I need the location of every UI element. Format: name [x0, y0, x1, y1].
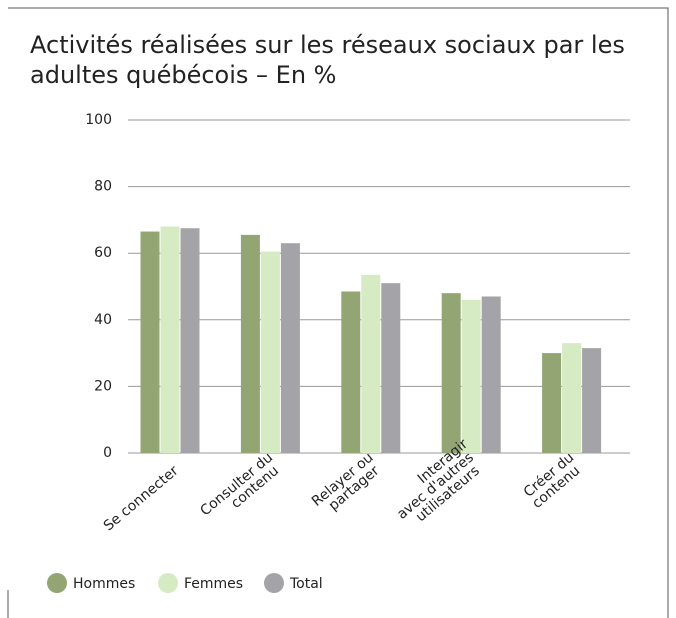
legend-swatch: [47, 573, 67, 593]
frame: [8, 7, 669, 618]
y-tick-label: 60: [94, 245, 112, 261]
bar: [461, 299, 481, 453]
x-tick-label: Consulter ducontenu: [197, 450, 285, 530]
bar: [140, 231, 160, 453]
bar: [260, 251, 280, 453]
bar: [441, 293, 461, 453]
y-tick-label: 40: [94, 312, 112, 328]
legend-label: Femmes: [184, 576, 243, 592]
bar: [341, 291, 361, 453]
bar: [582, 348, 602, 453]
bar: [562, 343, 582, 453]
x-tick-label: Relayer oupartager: [309, 450, 386, 521]
chart-title: Activités réalisées sur les réseaux soci…: [30, 31, 625, 89]
x-tick-label: Créer ducontenu: [520, 450, 586, 512]
y-tick-label: 100: [85, 112, 112, 128]
bar: [180, 228, 200, 453]
bar: [542, 353, 562, 453]
bar: [160, 226, 180, 453]
bar: [361, 274, 381, 453]
bar: [240, 234, 260, 453]
legend-label: Hommes: [73, 576, 135, 592]
x-tick-label: Se connecter: [101, 463, 182, 535]
y-tick-label: 80: [94, 179, 112, 195]
bar: [280, 243, 300, 453]
legend-swatch: [264, 573, 284, 593]
bar: [481, 296, 501, 453]
legend-swatch: [158, 573, 178, 593]
legend-label: Total: [289, 576, 323, 592]
y-tick-label: 20: [94, 378, 112, 394]
bar: [381, 283, 401, 453]
y-tick-label: 0: [103, 445, 112, 461]
